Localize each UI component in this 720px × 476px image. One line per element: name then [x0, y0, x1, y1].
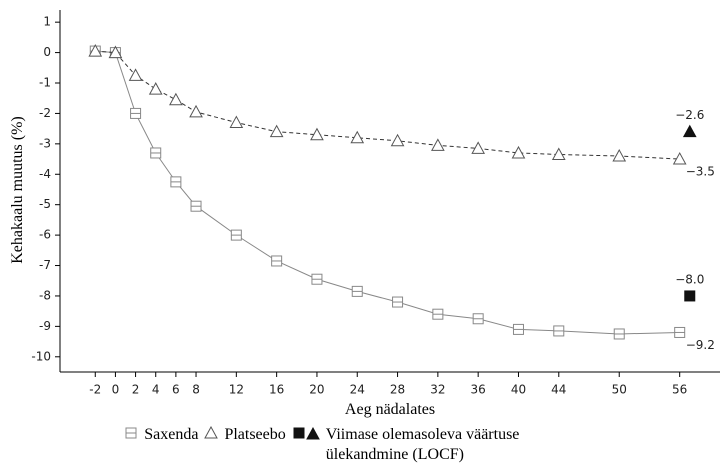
point	[128, 68, 143, 81]
y-tick-label: -7	[39, 258, 51, 272]
x-tick-label: 0	[112, 383, 120, 397]
locf-point	[684, 290, 696, 302]
point	[672, 152, 687, 165]
legend-marker	[204, 425, 219, 439]
legend-icon	[125, 427, 137, 439]
point	[269, 124, 284, 138]
point	[88, 44, 103, 57]
point	[431, 138, 445, 151]
x-tick-label: 28	[390, 383, 405, 397]
x-tick-label: 40	[511, 383, 526, 397]
x-tick-label: 50	[612, 383, 627, 397]
y-tick-label: -9	[39, 319, 51, 333]
x-tick-label: 12	[229, 383, 244, 397]
y-tick-label: -4	[39, 167, 51, 181]
y-tick-label: 0	[43, 45, 51, 59]
y-tick-label: -3	[39, 136, 51, 150]
x-tick-label: 8	[192, 383, 200, 397]
point	[472, 313, 484, 325]
point	[512, 323, 524, 335]
y-tick-label: -10	[31, 349, 51, 363]
point	[230, 229, 242, 241]
point	[511, 145, 526, 159]
x-tick-label: 20	[309, 383, 324, 397]
point	[613, 328, 625, 340]
x-tick-label: 32	[430, 383, 445, 397]
legend-marker	[305, 426, 320, 440]
point	[350, 130, 365, 144]
y-tick-label: -2	[39, 106, 51, 120]
x-tick-label: 6	[172, 383, 180, 397]
point	[169, 92, 183, 106]
x-tick-label: 4	[152, 383, 160, 397]
x-tick-label: -2	[89, 383, 101, 397]
x-axis-label: Aeg nädalates	[345, 401, 435, 418]
point	[229, 115, 244, 129]
legend-item: Platseebo	[204, 425, 286, 445]
value-label: −9.2	[686, 338, 715, 352]
point	[108, 45, 123, 59]
x-tick-label: 56	[672, 383, 687, 397]
point	[130, 107, 142, 119]
legend-marker	[125, 427, 137, 439]
locf-point-shape	[684, 290, 696, 302]
legend-item	[292, 425, 320, 445]
x-tick-label: 24	[350, 383, 365, 397]
point	[551, 147, 566, 160]
point	[190, 200, 202, 212]
point	[674, 326, 686, 338]
x-tick-label: 16	[269, 383, 284, 397]
legend-icon	[204, 425, 219, 439]
point	[553, 325, 565, 337]
point	[170, 176, 182, 188]
point	[612, 148, 627, 162]
y-tick-label: -8	[39, 288, 51, 302]
y-tick-label: 1	[43, 15, 51, 29]
point	[311, 273, 323, 285]
point	[471, 141, 486, 154]
y-tick-label: -1	[39, 76, 51, 90]
point	[189, 104, 203, 118]
locf-point	[682, 124, 697, 138]
y-tick-label: -6	[39, 228, 51, 242]
value-label: −3.5	[686, 165, 715, 179]
chart: Kehakaalu muutus (%) Aeg nädalates 1 0 -1 -…	[9, 10, 720, 418]
y-axis-label: Kehakaalu muutus (%)	[9, 116, 26, 264]
x-tick-label: 2	[132, 383, 140, 397]
point	[271, 255, 283, 267]
value-label: −2.6	[675, 108, 704, 122]
series-line	[95, 50, 680, 160]
point	[392, 296, 404, 308]
point	[150, 147, 162, 159]
legend-marker-shape	[293, 427, 305, 439]
point	[148, 82, 163, 95]
legend-item: Saxenda	[124, 425, 198, 445]
legend-icon	[293, 426, 320, 440]
y-tick-label: -5	[39, 197, 51, 211]
point	[310, 127, 324, 141]
point	[432, 308, 444, 320]
series-line	[95, 50, 680, 335]
value-label: −8.0	[675, 272, 704, 286]
legend-label: Viimase olemasoleva väärtuse ülekandmine…	[325, 426, 520, 463]
legend: Saxenda Platseebo Viimase olemasoleva vää…	[0, 425, 720, 465]
legend-marker	[293, 427, 305, 439]
x-tick-label: 44	[551, 383, 566, 397]
legend-label: Saxenda	[144, 426, 199, 443]
point	[351, 285, 363, 297]
legend-item: Viimase olemasoleva väärtuse ülekandmine…	[326, 425, 596, 465]
point	[390, 133, 405, 147]
x-tick-label: 36	[471, 383, 486, 397]
legend-label: Platseebo	[224, 426, 286, 443]
